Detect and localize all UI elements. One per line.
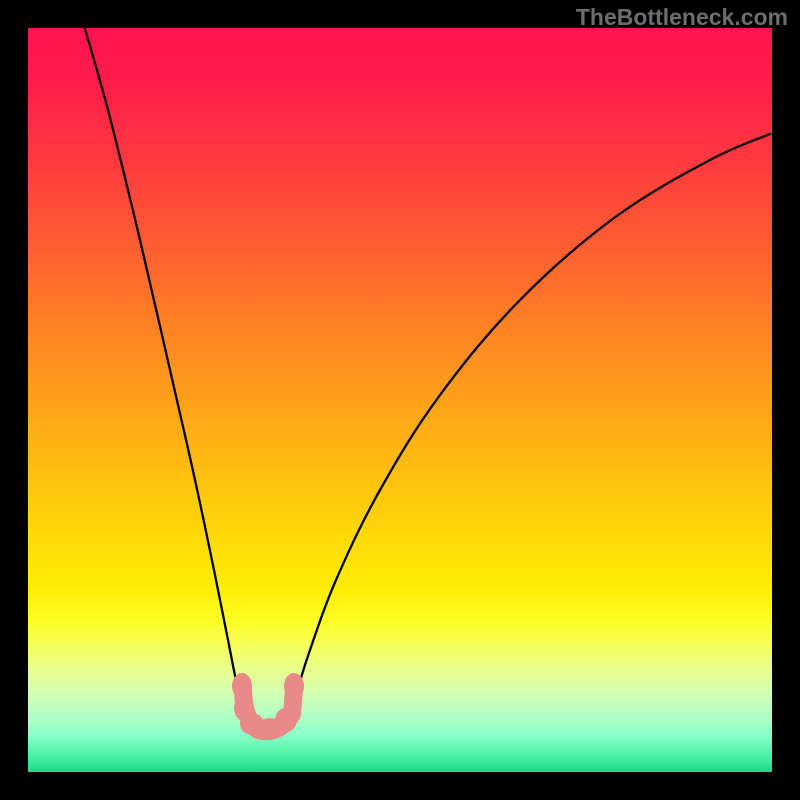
bottom-marker-dot [284,673,304,699]
watermark-text: TheBottleneck.com [576,4,788,31]
bottom-marker-dot [275,708,297,732]
chart-svg [0,0,800,800]
bottom-marker-dot [232,673,252,699]
chart-frame: TheBottleneck.com [0,0,800,800]
